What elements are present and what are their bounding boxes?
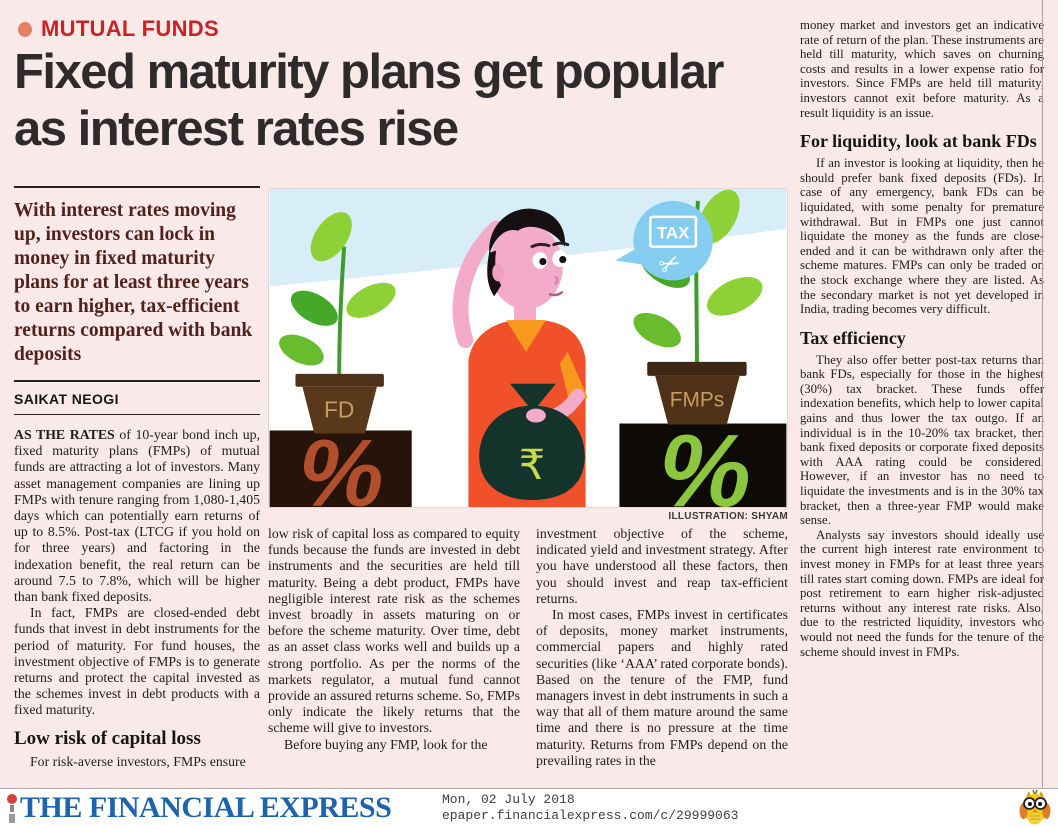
man-raised-arm [452,220,505,348]
paragraph: investment objective of the scheme, indi… [536,526,788,606]
epaper-footer: THE FINANCIAL EXPRESS Mon, 02 July 2018 … [0,788,1058,826]
paragraph: In fact, FMPs are closed-ended debt fund… [14,605,260,718]
edition-stamp: Mon, 02 July 2018 epaper.financialexpres… [442,792,738,824]
section-heading: Tax efficiency [800,327,906,348]
byline-block: SAIKAT NEOGI [14,380,260,415]
section-kicker: MUTUAL FUNDS [18,16,219,42]
fd-pot [302,386,377,434]
leaf [310,212,352,262]
man-hair [489,208,566,255]
body-text-col4: money market and investors get an indica… [800,18,1044,659]
man-pupil [539,257,547,266]
paragraph: In most cases, FMPs invest in certificat… [536,607,788,768]
rupee-symbol: ₹ [519,441,546,488]
column-2: low risk of capital loss as compared to … [268,526,520,788]
epaper-url[interactable]: epaper.financialexpress.com/c/29999063 [442,808,739,823]
fd-pot-rim [295,373,384,387]
paragraph: AS THE RATES of 10-year bond inch up, fi… [14,427,260,605]
article-page: MUTUAL FUNDS Fixed maturity plans get po… [0,0,1058,788]
leaf [633,312,681,348]
tax-label: TAX [657,224,690,243]
fmps-percent-symbol: % [659,412,751,507]
man-hand [526,408,546,423]
column-1: With interest rates moving up, investors… [14,186,260,786]
tax-bubble [633,200,713,281]
section-label: MUTUAL FUNDS [41,16,219,41]
paragraph: They also offer better post-tax returns … [800,352,1044,528]
column-4: money market and investors get an indica… [800,18,1044,788]
article-headline: Fixed maturity plans get popular as inte… [14,45,724,156]
paragraph: Before buying any FMP, look for the [284,736,488,752]
fmps-table [619,423,787,507]
section-heading: For liquidity, look at bank FDs [800,131,1037,152]
fd-percent-symbol: % [299,421,384,507]
man-collar [506,320,546,352]
leaf [290,290,338,326]
illustration-credit: ILLUSTRATION: SHYAM [668,511,788,522]
article-illustration: % FD % [268,188,788,508]
fmps-pot [655,375,740,425]
body-text-col1: AS THE RATES of 10-year bond inch up, fi… [14,427,260,770]
fd-plant-stem [337,246,347,378]
fd-table [269,430,412,507]
page-edge-rule [1042,0,1043,788]
leaf [279,334,324,366]
paragraph: For risk-averse investors, FMPs ensure [30,753,246,769]
illustration-canvas: % FD % [269,189,787,507]
man-ear [492,263,505,282]
standfirst: With interest rates moving up, investors… [14,186,260,367]
leaf [707,276,763,316]
section-heading: Low risk of capital loss [14,727,201,749]
masthead-title[interactable]: THE FINANCIAL EXPRESS [20,791,392,824]
lamppost-icon [7,794,17,823]
money-bag-tie [510,383,556,412]
tax-box [648,215,698,248]
man-eyebrow [552,241,570,247]
fmps-pot-rim [647,361,747,376]
leaf [346,282,396,318]
owl-mascot-icon [1019,789,1051,825]
bullet-dot-icon [18,21,32,37]
man-eyebrow [530,242,551,249]
paragraph: money market and investors get an indica… [800,18,1044,120]
column-3: investment objective of the scheme, indi… [536,526,788,788]
fd-pot-label: FD [324,397,354,423]
byline: SAIKAT NEOGI [14,391,119,407]
money-bag [479,405,585,501]
paragraph: low risk of capital loss as compared to … [268,526,520,736]
edition-date: Mon, 02 July 2018 [442,792,575,807]
man-nose [554,275,559,286]
lead-in: AS THE RATES [14,427,115,442]
fmps-pot-label: FMPs [670,389,724,412]
man-mouth [548,291,564,297]
paragraph: If an investor is looking at liquidity, … [800,156,1044,317]
man-pupil [559,255,567,264]
paragraph: Analysts say investors should ideally us… [800,527,1044,659]
paragraph-text: of 10-year bond inch up, fixed maturity … [14,427,260,605]
